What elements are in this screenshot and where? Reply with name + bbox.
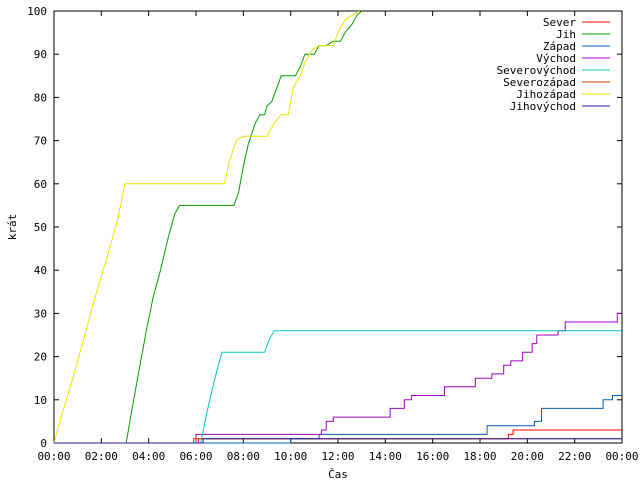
y-tick-label: 100 <box>27 5 47 18</box>
series-line-4 <box>54 312 622 444</box>
legend-label: Východ <box>536 52 576 65</box>
x-tick-label: 00:00 <box>605 450 638 463</box>
legend-label: Severovýchod <box>497 64 576 77</box>
y-tick-label: 90 <box>34 48 47 61</box>
y-tick-label: 40 <box>34 264 47 277</box>
plot-area <box>53 10 623 444</box>
y-tick-label: 0 <box>40 437 47 450</box>
legend-label: Jih <box>556 28 576 41</box>
y-tick-label: 30 <box>34 307 47 320</box>
x-tick-label: 08:00 <box>227 450 260 463</box>
x-tick-label: 22:00 <box>558 450 591 463</box>
x-tick-label: 14:00 <box>369 450 402 463</box>
legend-label: Severozápad <box>503 76 576 89</box>
x-tick-label: 12:00 <box>321 450 354 463</box>
x-tick-label: 04:00 <box>132 450 165 463</box>
y-tick-label: 80 <box>34 91 47 104</box>
legend-label: Sever <box>543 16 576 29</box>
series-line-1 <box>54 429 622 444</box>
y-tick-label: 60 <box>34 178 47 191</box>
y-tick-label: 10 <box>34 394 47 407</box>
legend-label: Západ <box>543 40 576 53</box>
legend: SeverJihZápadVýchodSeverovýchodSeverozáp… <box>497 16 610 113</box>
y-tick-label: 50 <box>34 221 47 234</box>
x-tick-label: 18:00 <box>463 450 496 463</box>
series-line-8 <box>54 438 622 444</box>
legend-label: Jihozápad <box>516 88 576 101</box>
y-tick-label: 70 <box>34 135 47 148</box>
y-tick-label: 20 <box>34 351 47 364</box>
x-tick-label: 16:00 <box>416 450 449 463</box>
legend-label: Jihovýchod <box>510 100 576 113</box>
series-lines <box>53 10 622 444</box>
x-axis-label: Čas <box>328 468 348 480</box>
x-tick-label: 10:00 <box>274 450 307 463</box>
y-axis-label: krát <box>6 214 19 241</box>
x-tick-label: 20:00 <box>511 450 544 463</box>
series-line-5 <box>54 330 622 444</box>
series-line-7 <box>53 10 360 444</box>
y-ticks: 0 10 20 30 40 50 60 70 80 90 100 <box>27 5 622 450</box>
x-ticks: 00:00 02:00 04:00 06:00 08:00 10:00 12:00 14:00… <box>37 11 639 463</box>
x-tick-label: 02:00 <box>85 450 118 463</box>
x-tick-label: 00:00 <box>37 450 70 463</box>
x-tick-label: 06:00 <box>179 450 212 463</box>
series-line-2 <box>54 10 363 444</box>
